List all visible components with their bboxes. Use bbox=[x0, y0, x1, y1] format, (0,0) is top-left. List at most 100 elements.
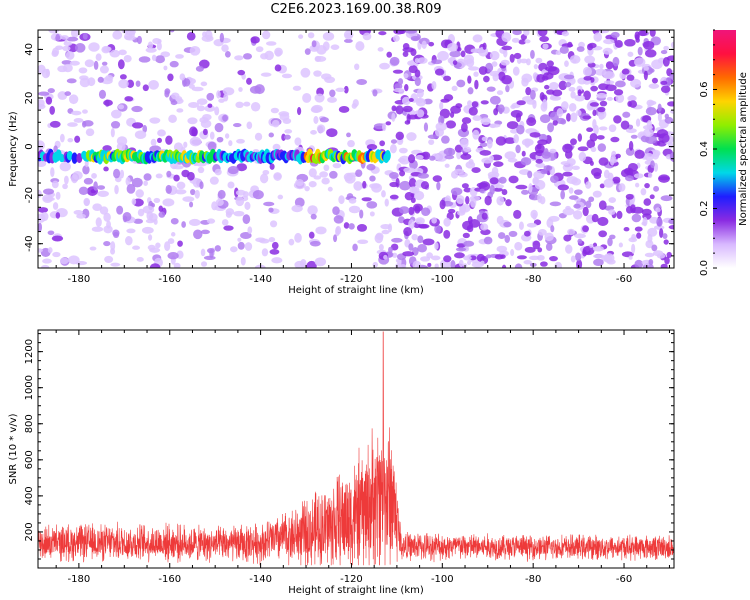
y-tick-label: 40 bbox=[24, 43, 35, 56]
heatmap-cell bbox=[459, 138, 469, 148]
heatmap-cell bbox=[225, 208, 235, 216]
heatmap-cell bbox=[616, 210, 623, 220]
heatmap-cell bbox=[486, 139, 493, 149]
heatmap-cell bbox=[502, 264, 507, 268]
heatmap-cell bbox=[326, 128, 338, 138]
heatmap-cell bbox=[38, 248, 44, 253]
heatmap-cell bbox=[321, 177, 330, 185]
heatmap-cell bbox=[102, 145, 112, 152]
y-tick-label: 600 bbox=[24, 450, 35, 469]
heatmap-cell bbox=[310, 213, 317, 220]
heatmap-cell bbox=[176, 108, 184, 113]
heatmap-cell bbox=[524, 246, 536, 253]
heatmap-cell bbox=[202, 113, 212, 121]
heatmap-cell bbox=[313, 175, 322, 180]
heatmap-cell bbox=[501, 189, 508, 196]
heatmap-cell bbox=[468, 106, 478, 116]
heatmap-cell bbox=[567, 41, 573, 48]
heatmap-cell bbox=[608, 197, 617, 203]
heatmap-cell bbox=[392, 35, 400, 42]
heatmap-cell bbox=[626, 74, 635, 81]
heatmap-blobs bbox=[38, 30, 674, 268]
heatmap-cell bbox=[183, 78, 191, 87]
heatmap-cell bbox=[548, 215, 560, 222]
heatmap-cell bbox=[381, 190, 386, 198]
heatmap-cell bbox=[602, 47, 613, 55]
heatmap-cell bbox=[182, 196, 195, 202]
colorbar-tick-label: 0.4 bbox=[699, 141, 710, 157]
heatmap-cell bbox=[149, 117, 161, 124]
heatmap-cell bbox=[660, 80, 668, 86]
heatmap-cell bbox=[277, 194, 284, 200]
heatmap-cell bbox=[533, 178, 540, 184]
heatmap-cell bbox=[166, 170, 172, 178]
heatmap-cell bbox=[306, 260, 317, 268]
heatmap-cell bbox=[450, 105, 462, 114]
heatmap-cell bbox=[504, 234, 511, 243]
heatmap-cell bbox=[173, 174, 180, 182]
heatmap-cell bbox=[281, 133, 286, 141]
heatmap-cell bbox=[408, 206, 415, 216]
heatmap-cell bbox=[101, 61, 108, 66]
heatmap-cell bbox=[119, 169, 125, 179]
heatmap-cell bbox=[512, 30, 522, 36]
heatmap-cell bbox=[521, 73, 533, 83]
heatmap-cell bbox=[260, 72, 272, 77]
heatmap-cell bbox=[555, 117, 566, 124]
heatmap-cell bbox=[577, 133, 583, 142]
heatmap-cell bbox=[467, 100, 472, 107]
heatmap-cell bbox=[206, 218, 216, 224]
heatmap-cell bbox=[508, 175, 519, 184]
heatmap-cell bbox=[651, 77, 658, 84]
heatmap-cell bbox=[573, 203, 581, 209]
heatmap-cell bbox=[598, 113, 605, 120]
heatmap-cell bbox=[246, 121, 253, 130]
snr-x-ticks: -180 -160 -140 -120 -100 -80 -60 bbox=[55, 330, 670, 585]
heatmap-cell bbox=[463, 187, 472, 193]
heatmap-cell bbox=[434, 263, 439, 268]
heatmap-cell bbox=[135, 80, 141, 87]
heatmap-cell bbox=[662, 233, 668, 239]
heatmap-cell bbox=[660, 263, 668, 268]
heatmap-cell bbox=[126, 183, 136, 194]
heatmap-cell bbox=[480, 228, 491, 236]
heatmap-cell bbox=[460, 153, 472, 160]
heatmap-cell bbox=[343, 38, 353, 43]
heatmap-cell bbox=[309, 240, 321, 247]
heatmap-cell bbox=[504, 151, 517, 160]
heatmap-cell bbox=[214, 106, 220, 116]
heatmap-cell bbox=[583, 75, 593, 81]
heatmap-cell bbox=[304, 48, 311, 55]
heatmap-cell bbox=[516, 255, 527, 260]
heatmap-cell bbox=[52, 202, 59, 210]
heatmap-cell bbox=[458, 172, 468, 178]
heatmap-cell bbox=[483, 75, 490, 83]
heatmap-cell bbox=[593, 32, 602, 42]
heatmap-cell bbox=[648, 258, 654, 266]
heatmap-cell bbox=[472, 129, 480, 140]
heatmap-cell bbox=[635, 118, 641, 127]
heatmap-cell bbox=[66, 78, 77, 84]
heatmap-cell bbox=[70, 30, 80, 38]
heatmap-cell bbox=[603, 71, 615, 80]
heatmap-cell bbox=[656, 217, 663, 227]
heatmap-cell bbox=[657, 112, 662, 122]
heatmap-cell bbox=[71, 110, 82, 116]
heatmap-cell bbox=[633, 173, 644, 179]
heatmap-cell bbox=[603, 169, 610, 179]
heatmap-cell bbox=[642, 40, 655, 50]
heatmap-cell bbox=[189, 201, 194, 208]
heatmap-cell bbox=[52, 251, 61, 258]
heatmap-cell bbox=[564, 82, 572, 88]
heatmap-cell bbox=[644, 152, 654, 161]
heatmap-cell bbox=[586, 43, 594, 51]
x-tick-label: -80 bbox=[525, 574, 541, 585]
heatmap-cell bbox=[407, 114, 418, 120]
heatmap-cell bbox=[197, 166, 205, 174]
snr-x-axis-label: Height of straight line (km) bbox=[288, 585, 424, 596]
signal-band-cell bbox=[76, 152, 83, 164]
heatmap-cell bbox=[143, 173, 152, 181]
heatmap-cell bbox=[404, 84, 409, 92]
heatmap-cell bbox=[307, 32, 315, 39]
heatmap-cell bbox=[175, 96, 183, 102]
